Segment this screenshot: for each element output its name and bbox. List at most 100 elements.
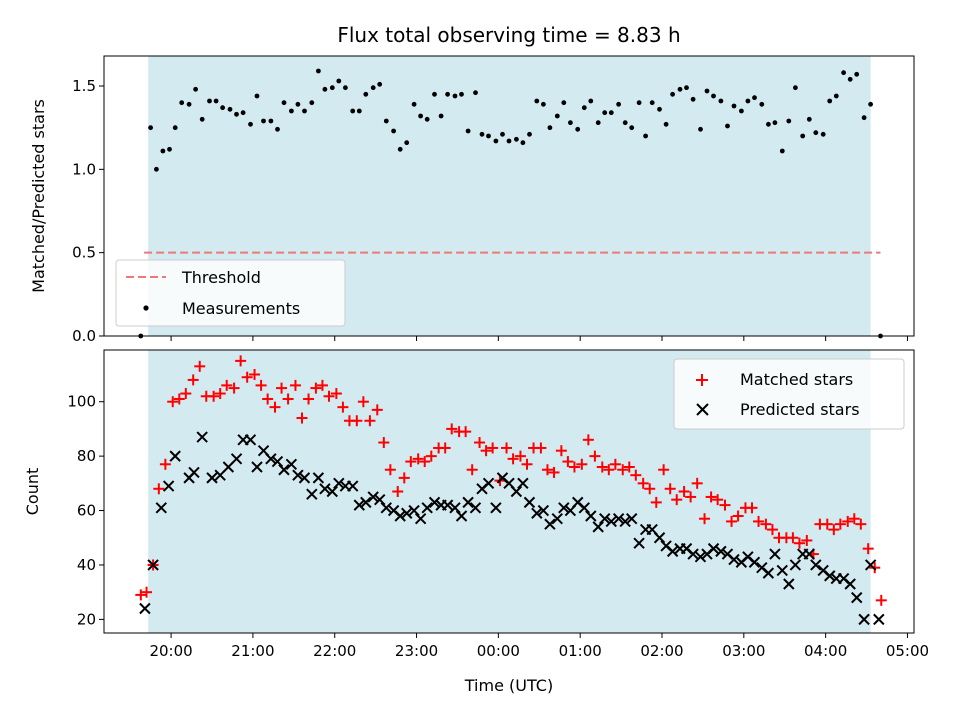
measurement-point <box>377 81 383 87</box>
measurement-point <box>179 100 185 106</box>
predicted-star-point <box>271 455 284 468</box>
measurement-point <box>581 105 587 111</box>
matched-star-point <box>555 445 567 457</box>
matched-star-point <box>282 393 294 405</box>
measurement-point <box>356 108 362 114</box>
matched-star-point <box>842 515 854 527</box>
predicted-star-point <box>244 434 257 446</box>
x-tick-label: 02:00 <box>640 642 683 660</box>
measurement-point <box>316 68 321 74</box>
measurement-point <box>167 146 172 152</box>
measurement-point <box>391 128 396 134</box>
measurement-point <box>186 101 192 107</box>
measurement-point <box>561 100 567 106</box>
measurement-point <box>759 101 765 107</box>
matched-star-point <box>664 483 676 495</box>
measurement-point <box>234 111 239 117</box>
measurement-point <box>772 120 778 126</box>
matched-star-point <box>766 524 778 536</box>
measurement-point <box>568 120 573 126</box>
predicted-star-point <box>455 510 468 522</box>
measurement-point <box>295 101 301 107</box>
matched-star-point <box>208 390 220 402</box>
matched-star-point <box>249 368 261 380</box>
count-y-axis-ticks: 20 40 60 80 100 <box>67 393 104 628</box>
measurement-point <box>418 113 423 119</box>
measurement-point <box>739 108 744 114</box>
predicted-star-point <box>523 496 536 509</box>
predicted-star-point <box>188 466 200 479</box>
legend-matched-label: Matched stars <box>740 370 853 389</box>
predicted-star-point <box>858 613 870 626</box>
legend-threshold-label: Threshold <box>181 268 261 287</box>
measurement-point <box>800 133 806 139</box>
matched-star-point <box>323 390 335 402</box>
matched-star-point <box>289 379 301 391</box>
measurement-point <box>690 96 696 102</box>
matched-star-point <box>241 371 253 383</box>
matched-star-point <box>480 445 492 457</box>
measurement-point <box>227 106 233 112</box>
x-tick-label: 01:00 <box>559 642 602 660</box>
predicted-star-point <box>374 493 386 506</box>
matched-star-point <box>705 491 717 503</box>
measurement-point <box>248 121 253 127</box>
predicted-star-point <box>544 518 556 530</box>
matched-star-point <box>167 396 179 408</box>
measurement-point <box>643 133 648 139</box>
measurement-point <box>309 100 315 106</box>
predicted-star-point <box>380 502 392 514</box>
measurement-point <box>718 98 724 104</box>
legend-predicted-label: Predicted stars <box>740 400 860 419</box>
matched-star-point <box>855 518 867 530</box>
predicted-star-point <box>292 469 304 481</box>
matched-star-point <box>466 464 478 476</box>
measurement-point <box>841 70 846 76</box>
measurement-point <box>752 95 757 101</box>
measurement-point <box>486 133 491 139</box>
predicted-star-point <box>306 488 318 500</box>
matched-star-point <box>159 458 171 470</box>
measurement-point <box>275 126 280 132</box>
matched-star-point <box>793 537 805 549</box>
matched-star-point <box>357 396 369 408</box>
count-axes-frame <box>103 349 915 634</box>
measurement-point <box>397 146 403 152</box>
matched-star-point <box>582 434 594 446</box>
measurement-point <box>261 118 266 124</box>
measurement-point <box>629 125 635 131</box>
matched-star-point <box>487 442 499 454</box>
predicted-star-point <box>353 499 365 511</box>
measurement-point <box>506 138 512 144</box>
predicted-star-point <box>605 515 617 528</box>
predicted-star-point <box>517 477 529 490</box>
matched-star-point <box>671 494 683 506</box>
matched-star-point <box>514 450 526 462</box>
count-y-tick-label: 100 <box>67 393 96 411</box>
measurement-point <box>172 125 178 131</box>
matched-star-point <box>474 437 486 449</box>
matched-star-point <box>691 477 703 489</box>
ratio-y-tick-label: 0.5 <box>72 244 96 262</box>
measurement-point <box>424 116 430 122</box>
matched-star-point <box>541 464 553 476</box>
matched-star-point <box>398 472 410 484</box>
matched-star-point <box>834 518 846 530</box>
measurement-point <box>322 86 328 92</box>
measurement-point <box>220 105 226 111</box>
predicted-star-point <box>537 504 550 517</box>
measurement-point <box>677 86 683 92</box>
matched-star-point <box>726 515 738 527</box>
matched-star-point <box>658 464 670 476</box>
ratio-y-tick-label: 1.5 <box>72 77 96 95</box>
ratio-data-marks <box>138 68 883 339</box>
count-data-marks <box>135 355 887 626</box>
x-tick-label: 00:00 <box>477 642 520 660</box>
measurement-point <box>608 110 614 116</box>
matched-star-point <box>214 388 226 400</box>
matched-star-point <box>623 461 635 473</box>
matched-star-point <box>753 515 765 527</box>
predicted-star-point <box>612 513 625 525</box>
matched-star-point <box>521 458 533 470</box>
